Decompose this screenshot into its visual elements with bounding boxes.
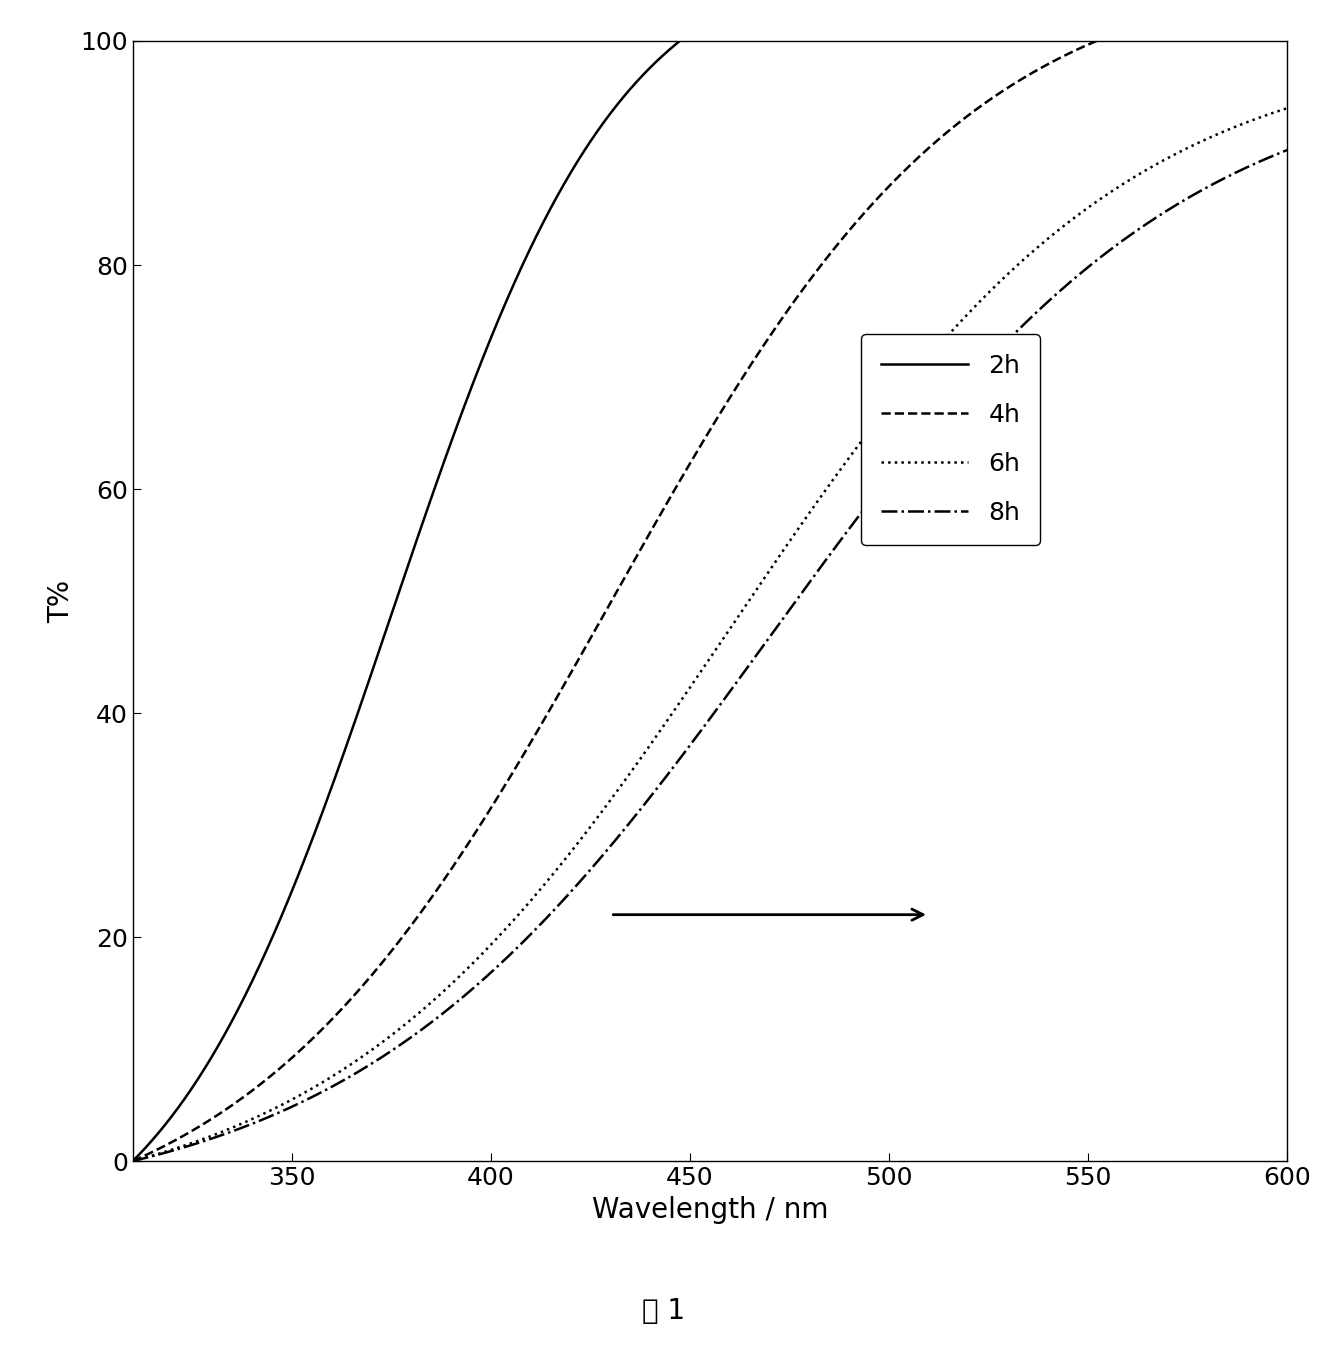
6h <box>617 772 633 788</box>
8h <box>1132 220 1148 236</box>
Line: 6h: 6h <box>133 108 1287 1161</box>
Text: 图 1: 图 1 <box>642 1298 685 1325</box>
8h <box>617 820 633 836</box>
6h <box>256 1105 272 1121</box>
8h <box>256 1111 272 1127</box>
8h <box>1279 142 1295 158</box>
Line: 2h: 2h <box>133 0 1287 1161</box>
4h <box>325 1009 341 1026</box>
6h <box>125 1153 141 1169</box>
6h <box>1132 165 1148 182</box>
8h <box>325 1078 341 1094</box>
8h <box>1257 152 1273 168</box>
X-axis label: Wavelength / nm: Wavelength / nm <box>592 1195 828 1224</box>
Line: 8h: 8h <box>133 150 1287 1161</box>
6h <box>568 837 584 854</box>
4h <box>125 1153 141 1169</box>
4h <box>1132 16 1148 33</box>
8h <box>568 878 584 895</box>
4h <box>256 1072 272 1089</box>
4h <box>617 568 633 585</box>
6h <box>325 1068 341 1085</box>
Y-axis label: T%: T% <box>46 579 74 623</box>
2h <box>617 86 633 102</box>
Legend: 2h, 4h, 6h, 8h: 2h, 4h, 6h, 8h <box>861 333 1040 545</box>
2h <box>325 776 341 792</box>
6h <box>1257 108 1273 124</box>
8h <box>125 1153 141 1169</box>
2h <box>125 1153 141 1169</box>
Line: 4h: 4h <box>133 0 1287 1161</box>
6h <box>1279 100 1295 116</box>
4h <box>568 657 584 673</box>
2h <box>568 157 584 173</box>
2h <box>256 947 272 963</box>
